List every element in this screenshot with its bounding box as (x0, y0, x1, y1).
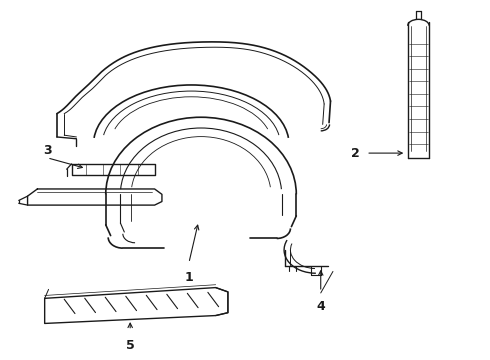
Text: 2: 2 (351, 147, 360, 159)
Text: 5: 5 (126, 338, 135, 351)
Text: 3: 3 (43, 144, 51, 157)
Text: 1: 1 (184, 271, 193, 284)
Text: 4: 4 (317, 300, 325, 313)
